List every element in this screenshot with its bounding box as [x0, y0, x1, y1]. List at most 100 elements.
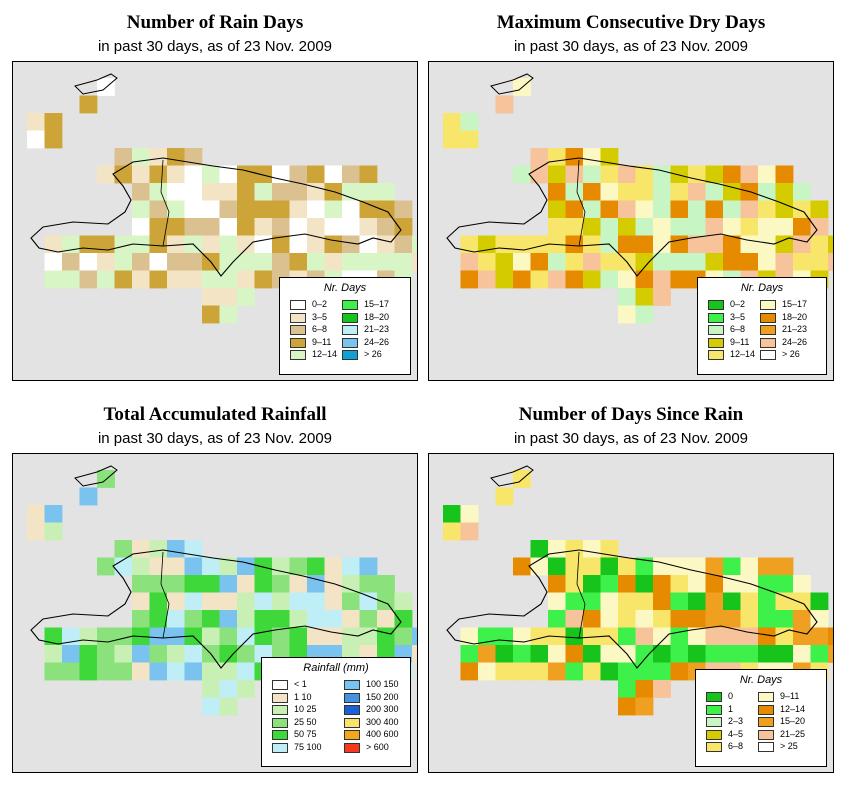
grid-cell — [62, 253, 80, 271]
grid-cell — [167, 557, 185, 576]
grid-cell — [583, 235, 601, 254]
legend-swatch — [706, 729, 722, 740]
grid-cell — [583, 270, 601, 289]
grid-cell — [793, 235, 811, 254]
grid-cell — [167, 662, 185, 681]
grid-cell — [394, 218, 413, 236]
small-island-outline — [74, 73, 118, 95]
grid-cell — [272, 253, 290, 271]
grid-cell — [688, 235, 706, 254]
grid-cell — [149, 557, 168, 576]
grid-cell — [184, 165, 203, 184]
legend-swatch — [342, 350, 358, 360]
grid-cell — [184, 183, 203, 201]
legend: Nr. Days 0–2 3–5 6–8 9–11 12–14 15–17 18–20 21–… — [697, 277, 827, 375]
grid-cell — [79, 487, 98, 506]
grid-cell — [583, 557, 601, 576]
grid-cell — [548, 253, 566, 271]
grid-cell — [132, 575, 150, 593]
grid-cell — [618, 305, 636, 324]
grid-cell — [723, 575, 741, 593]
legend-title: Nr. Days — [739, 674, 783, 686]
legend-label: < 1 — [294, 679, 307, 689]
grid-cell — [97, 645, 115, 663]
grid-cell — [202, 697, 220, 716]
grid-cell — [793, 610, 811, 628]
grid-cell — [377, 627, 395, 646]
grid-cell — [723, 610, 741, 628]
legend-swatch — [290, 350, 306, 360]
grid-cell — [758, 200, 776, 219]
legend-label: 0 — [728, 691, 734, 701]
grid-cell — [740, 200, 759, 219]
grid-cell — [289, 610, 308, 628]
grid-cell — [513, 557, 531, 576]
grid-cell — [44, 627, 63, 646]
country-border — [160, 159, 170, 247]
grid-cell — [548, 557, 566, 576]
grid-cell — [184, 575, 203, 593]
legend-swatch — [758, 704, 774, 715]
grid-cell — [149, 540, 168, 558]
grid-cell — [132, 557, 150, 576]
grid-cell — [810, 645, 829, 663]
grid-cell — [740, 627, 759, 646]
grid-cell — [688, 592, 706, 611]
grid-cell — [254, 627, 273, 646]
grid-cell — [600, 540, 619, 558]
legend-label: 1 10 — [294, 691, 312, 702]
legend-label: 9–11 — [312, 336, 332, 347]
grid-cell — [600, 270, 619, 289]
grid-cell — [705, 183, 724, 201]
grid-cell — [460, 113, 479, 131]
grid-cell — [184, 148, 203, 166]
grid-cell — [114, 235, 133, 254]
legend-label: 75 100 — [294, 741, 322, 752]
grid-cell — [342, 610, 360, 628]
panel-title: Number of Days Since Rain — [518, 404, 744, 425]
grid-cell — [149, 165, 168, 184]
grid-cell — [635, 610, 654, 628]
grid-cell — [254, 253, 273, 271]
legend-swatch — [760, 350, 776, 360]
grid-cell — [149, 253, 168, 271]
grid-cell — [219, 165, 238, 184]
grid-cell — [167, 627, 185, 646]
legend-swatch — [760, 337, 776, 348]
grid-cell — [254, 592, 273, 611]
grid-cell — [618, 218, 636, 236]
grid-cell — [565, 148, 584, 166]
legend-label: 21–23 — [364, 324, 390, 334]
grid-cell — [167, 645, 185, 663]
grid-cell — [670, 645, 689, 663]
legend: Rainfall (mm) < 1 1 10 10 25 25 50 50 75 75 1… — [261, 657, 411, 767]
grid-cell — [653, 235, 671, 254]
grid-cell — [688, 183, 706, 201]
grid-cell — [237, 610, 255, 628]
panel-subtitle: in past 30 days, as of 23 Nov. 2009 — [513, 38, 749, 55]
map-frame: Nr. Days 0–2 3–5 6–8 9–11 12–14 15–17 18–20 21–… — [12, 61, 418, 381]
grid-cell — [237, 288, 255, 306]
grid-cell — [167, 592, 185, 611]
grid-cell — [359, 627, 378, 646]
grid-cell — [618, 610, 636, 628]
grid-cell — [219, 662, 238, 681]
legend-label: 18–20 — [782, 311, 808, 322]
legend-swatch — [758, 717, 774, 727]
grid-cell — [530, 627, 549, 646]
grid-cell — [237, 575, 255, 593]
legend-swatch — [344, 705, 360, 715]
grid-cell — [324, 557, 343, 576]
grid-cell — [670, 200, 689, 219]
grid-cell — [324, 165, 343, 184]
grid-cell — [635, 288, 654, 306]
grid-cell — [635, 253, 654, 271]
legend-swatch — [272, 692, 288, 703]
grid-cell — [219, 610, 238, 628]
grid-cell — [149, 610, 168, 628]
grid-cell — [272, 592, 290, 611]
grid-cell — [618, 697, 636, 716]
grid-cell — [97, 557, 115, 576]
grid-cell — [289, 592, 308, 611]
grid-cell — [583, 218, 601, 236]
